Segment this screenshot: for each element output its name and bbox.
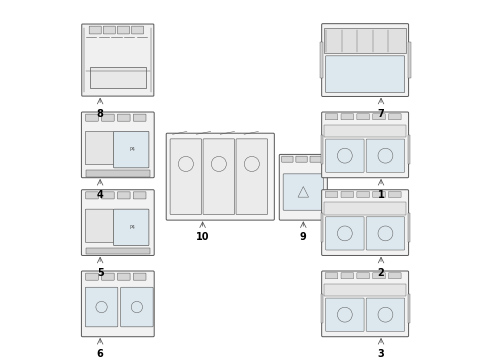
- Text: 7: 7: [378, 109, 385, 119]
- FancyBboxPatch shape: [341, 192, 354, 198]
- Bar: [324, 284, 406, 296]
- FancyBboxPatch shape: [133, 114, 146, 121]
- FancyBboxPatch shape: [310, 156, 321, 162]
- FancyBboxPatch shape: [118, 192, 130, 199]
- FancyBboxPatch shape: [325, 273, 338, 279]
- Bar: [90, 67, 146, 88]
- Bar: [408, 213, 410, 242]
- FancyBboxPatch shape: [166, 133, 274, 220]
- FancyBboxPatch shape: [86, 273, 98, 280]
- Bar: [320, 294, 323, 323]
- FancyBboxPatch shape: [170, 139, 202, 215]
- FancyBboxPatch shape: [373, 273, 385, 279]
- FancyBboxPatch shape: [283, 174, 323, 210]
- FancyBboxPatch shape: [389, 114, 401, 120]
- FancyBboxPatch shape: [366, 217, 405, 250]
- FancyBboxPatch shape: [366, 298, 405, 331]
- FancyBboxPatch shape: [357, 192, 369, 198]
- FancyBboxPatch shape: [203, 139, 235, 215]
- FancyBboxPatch shape: [341, 114, 354, 120]
- FancyBboxPatch shape: [101, 114, 114, 121]
- FancyBboxPatch shape: [296, 156, 307, 162]
- FancyBboxPatch shape: [321, 271, 409, 337]
- FancyBboxPatch shape: [357, 273, 369, 279]
- FancyBboxPatch shape: [325, 114, 338, 120]
- Bar: [408, 42, 411, 78]
- FancyBboxPatch shape: [325, 217, 364, 250]
- Bar: [86, 248, 149, 255]
- Text: 2: 2: [378, 268, 385, 278]
- FancyBboxPatch shape: [282, 156, 293, 162]
- Text: 4: 4: [97, 190, 103, 200]
- Bar: [320, 135, 323, 164]
- FancyBboxPatch shape: [389, 273, 401, 279]
- Text: 6: 6: [97, 349, 103, 359]
- FancyBboxPatch shape: [325, 298, 364, 331]
- FancyBboxPatch shape: [81, 271, 154, 337]
- Bar: [320, 213, 323, 242]
- FancyBboxPatch shape: [325, 139, 364, 172]
- FancyBboxPatch shape: [81, 190, 154, 256]
- FancyBboxPatch shape: [118, 114, 130, 121]
- FancyBboxPatch shape: [373, 192, 385, 198]
- FancyBboxPatch shape: [118, 26, 129, 34]
- FancyBboxPatch shape: [133, 273, 146, 280]
- FancyBboxPatch shape: [132, 26, 144, 34]
- Bar: [324, 125, 406, 137]
- Text: P4: P4: [129, 225, 135, 230]
- FancyBboxPatch shape: [114, 131, 149, 168]
- FancyBboxPatch shape: [321, 112, 409, 178]
- FancyBboxPatch shape: [101, 192, 114, 199]
- Text: 1: 1: [378, 190, 385, 200]
- FancyBboxPatch shape: [89, 26, 101, 34]
- Text: 9: 9: [300, 233, 307, 243]
- Text: 8: 8: [97, 109, 103, 119]
- FancyBboxPatch shape: [86, 114, 98, 121]
- FancyBboxPatch shape: [389, 192, 401, 198]
- Text: 5: 5: [97, 268, 103, 278]
- FancyBboxPatch shape: [85, 209, 114, 242]
- FancyBboxPatch shape: [85, 131, 114, 165]
- FancyBboxPatch shape: [101, 273, 114, 280]
- FancyBboxPatch shape: [325, 56, 405, 93]
- FancyBboxPatch shape: [86, 192, 98, 199]
- FancyBboxPatch shape: [373, 114, 385, 120]
- FancyBboxPatch shape: [321, 24, 409, 96]
- FancyBboxPatch shape: [366, 139, 405, 172]
- Bar: [408, 294, 410, 323]
- FancyBboxPatch shape: [82, 24, 154, 96]
- FancyBboxPatch shape: [133, 192, 146, 199]
- Bar: [408, 135, 410, 164]
- Bar: [324, 202, 406, 215]
- FancyBboxPatch shape: [118, 273, 130, 280]
- FancyBboxPatch shape: [325, 192, 338, 198]
- Bar: [86, 170, 149, 177]
- FancyBboxPatch shape: [81, 112, 154, 178]
- FancyBboxPatch shape: [114, 209, 149, 246]
- FancyBboxPatch shape: [357, 114, 369, 120]
- Text: 3: 3: [378, 349, 385, 359]
- FancyBboxPatch shape: [321, 190, 409, 256]
- Bar: [320, 42, 323, 78]
- Text: P4: P4: [129, 148, 135, 152]
- FancyBboxPatch shape: [103, 26, 115, 34]
- FancyBboxPatch shape: [279, 154, 327, 220]
- FancyBboxPatch shape: [236, 139, 268, 215]
- Bar: [324, 28, 406, 53]
- Text: 10: 10: [196, 233, 209, 243]
- FancyBboxPatch shape: [121, 287, 153, 327]
- FancyBboxPatch shape: [85, 287, 118, 327]
- FancyBboxPatch shape: [341, 273, 354, 279]
